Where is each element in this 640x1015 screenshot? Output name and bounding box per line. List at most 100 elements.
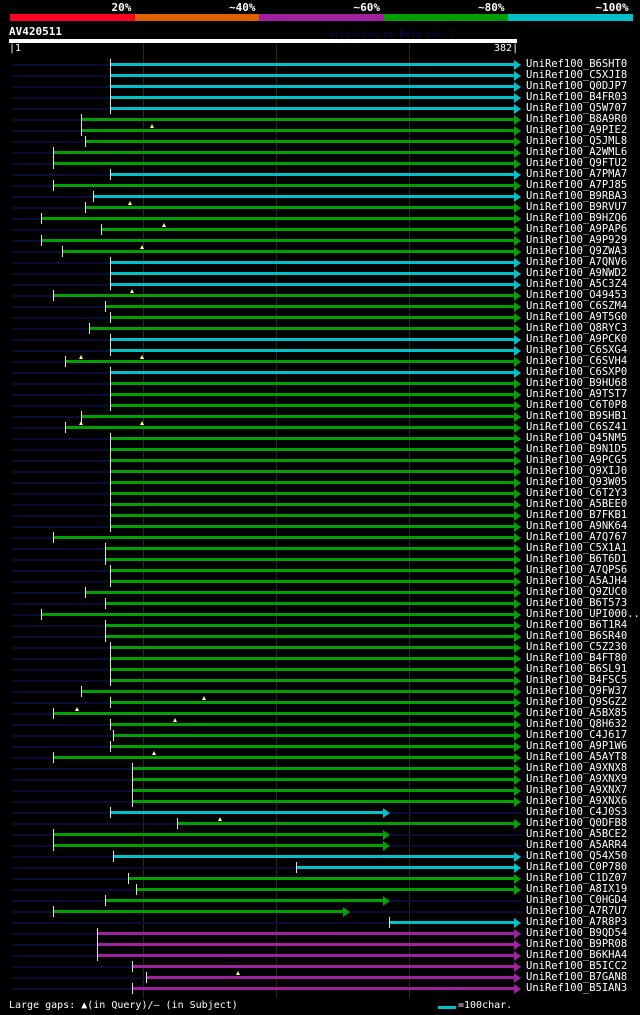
- hit-row[interactable]: UniRef100_B9PR08: [0, 938, 640, 950]
- hit-label[interactable]: UniRef100_C5X1A1: [526, 542, 628, 554]
- alignment-bar[interactable]: [62, 250, 516, 253]
- alignment-bar[interactable]: [104, 558, 516, 561]
- alignment-bar[interactable]: [109, 349, 516, 352]
- hit-label[interactable]: UniRef100_B9N1D5: [526, 443, 628, 455]
- alignment-bar[interactable]: [104, 602, 516, 605]
- hit-row[interactable]: UniRef100_A7PMA7: [0, 168, 640, 180]
- hit-row[interactable]: UniRef100_B6SR40: [0, 630, 640, 642]
- hit-label[interactable]: UniRef100_Q5W707: [526, 102, 628, 114]
- hit-row[interactable]: UniRef100_B5ICC2: [0, 960, 640, 972]
- hit-label[interactable]: UniRef100_B9HU68: [526, 377, 628, 389]
- alignment-bar[interactable]: [41, 217, 516, 220]
- hit-label[interactable]: UniRef100_C6SZM4: [526, 300, 628, 312]
- hit-row[interactable]: UniRef100_C0HGD4: [0, 894, 640, 906]
- alignment-bar[interactable]: [109, 107, 516, 110]
- hit-row[interactable]: UniRef100_A5AYT8: [0, 751, 640, 763]
- alignment-bar[interactable]: [109, 679, 516, 682]
- hit-row[interactable]: UniRef100_A9NK64: [0, 520, 640, 532]
- hit-label[interactable]: UniRef100_A5BX85: [526, 707, 628, 719]
- hit-label[interactable]: UniRef100_Q54X50: [526, 850, 628, 862]
- hit-row[interactable]: UniRef100_B7FKB1: [0, 509, 640, 521]
- hit-label[interactable]: UniRef100_B5IAN3: [526, 982, 628, 994]
- hit-label[interactable]: UniRef100_B6T1R4: [526, 619, 628, 631]
- hit-row[interactable]: UniRef100_Q0DJP7: [0, 80, 640, 92]
- alignment-bar[interactable]: [96, 954, 516, 957]
- alignment-bar[interactable]: [109, 382, 516, 385]
- hit-label[interactable]: UniRef100_A9XNX9: [526, 773, 628, 785]
- hit-row[interactable]: UniRef100_Q9XIJ0: [0, 465, 640, 477]
- hit-label[interactable]: UniRef100_B9SHB1: [526, 410, 628, 422]
- alignment-bar[interactable]: [109, 338, 516, 341]
- alignment-bar[interactable]: [104, 305, 516, 308]
- alignment-bar[interactable]: [109, 272, 516, 275]
- hit-row[interactable]: UniRef100_B9RVU7: [0, 201, 640, 213]
- alignment-bar[interactable]: [109, 701, 516, 704]
- hit-row[interactable]: UniRef100_Q5JML8: [0, 135, 640, 147]
- alignment-bar[interactable]: [53, 833, 386, 836]
- alignment-bar[interactable]: [109, 371, 516, 374]
- hit-label[interactable]: UniRef100_Q0DJP7: [526, 80, 628, 92]
- hit-label[interactable]: UniRef100_Q9FTU2: [526, 157, 628, 169]
- alignment-bar[interactable]: [96, 932, 516, 935]
- hit-row[interactable]: UniRef100_B7GAN8: [0, 971, 640, 983]
- alignment-bar[interactable]: [109, 173, 516, 176]
- alignment-bar[interactable]: [109, 811, 386, 814]
- hit-label[interactable]: UniRef100_B7FKB1: [526, 509, 628, 521]
- hit-label[interactable]: UniRef100_A9P929: [526, 234, 628, 246]
- hit-label[interactable]: UniRef100_B6KHA4: [526, 949, 628, 961]
- hit-row[interactable]: UniRef100_C4J0S3: [0, 806, 640, 818]
- hit-label[interactable]: UniRef100_C4J617: [526, 729, 628, 741]
- hit-label[interactable]: UniRef100_A5ARR4: [526, 839, 628, 851]
- hit-label[interactable]: UniRef100_A5BCE2: [526, 828, 628, 840]
- hit-label[interactable]: UniRef100_C6SXG4: [526, 344, 628, 356]
- hit-label[interactable]: UniRef100_B4FR03: [526, 91, 628, 103]
- alignment-bar[interactable]: [109, 580, 516, 583]
- hit-label[interactable]: UniRef100_A9T5G0: [526, 311, 628, 323]
- alignment-bar[interactable]: [53, 536, 516, 539]
- alignment-bar[interactable]: [84, 140, 516, 143]
- alignment-bar[interactable]: [109, 283, 516, 286]
- alignment-bar[interactable]: [104, 547, 516, 550]
- hit-row[interactable]: UniRef100_UPI000..: [0, 608, 640, 620]
- hit-row[interactable]: UniRef100_A9NWD2: [0, 267, 640, 279]
- hit-label[interactable]: UniRef100_B9QD54: [526, 927, 628, 939]
- hit-row[interactable]: UniRef100_A5BEE0: [0, 498, 640, 510]
- alignment-bar[interactable]: [109, 723, 516, 726]
- alignment-bar[interactable]: [109, 657, 516, 660]
- hit-label[interactable]: UniRef100_Q45NM5: [526, 432, 628, 444]
- hit-label[interactable]: UniRef100_B9RBA3: [526, 190, 628, 202]
- alignment-bar[interactable]: [112, 734, 516, 737]
- alignment-bar[interactable]: [84, 591, 516, 594]
- alignment-bar[interactable]: [53, 294, 516, 297]
- hit-label[interactable]: UniRef100_B9PR08: [526, 938, 628, 950]
- hit-row[interactable]: UniRef100_B5IAN3: [0, 982, 640, 994]
- alignment-bar[interactable]: [132, 778, 516, 781]
- hit-row[interactable]: UniRef100_B6T1R4: [0, 619, 640, 631]
- hit-row[interactable]: UniRef100_A5BX85: [0, 707, 640, 719]
- hit-row[interactable]: UniRef100_B9RBA3: [0, 190, 640, 202]
- hit-row[interactable]: UniRef100_Q8H632: [0, 718, 640, 730]
- alignment-bar[interactable]: [104, 624, 516, 627]
- hit-row[interactable]: UniRef100_A7QNV6: [0, 256, 640, 268]
- hit-row[interactable]: UniRef100_A9PAP6: [0, 223, 640, 235]
- hit-row[interactable]: UniRef100_A9TST7: [0, 388, 640, 400]
- alignment-bar[interactable]: [109, 393, 516, 396]
- hit-row[interactable]: UniRef100_A7R8P3: [0, 916, 640, 928]
- alignment-bar[interactable]: [53, 910, 346, 913]
- alignment-bar[interactable]: [96, 943, 516, 946]
- hit-label[interactable]: UniRef100_A9PCG5: [526, 454, 628, 466]
- hit-row[interactable]: UniRef100_B4FR03: [0, 91, 640, 103]
- alignment-bar[interactable]: [132, 800, 516, 803]
- hit-row[interactable]: UniRef100_Q9ZUC0: [0, 586, 640, 598]
- alignment-bar[interactable]: [100, 228, 516, 231]
- alignment-bar[interactable]: [109, 503, 516, 506]
- alignment-bar[interactable]: [41, 239, 516, 242]
- hit-row[interactable]: UniRef100_C5X1A1: [0, 542, 640, 554]
- alignment-bar[interactable]: [80, 415, 516, 418]
- alignment-bar[interactable]: [104, 635, 516, 638]
- hit-label[interactable]: UniRef100_A9XNX7: [526, 784, 628, 796]
- hit-label[interactable]: UniRef100_C0HGD4: [526, 894, 628, 906]
- alignment-bar[interactable]: [109, 569, 516, 572]
- alignment-bar[interactable]: [64, 360, 516, 363]
- hit-row[interactable]: UniRef100_Q54X50: [0, 850, 640, 862]
